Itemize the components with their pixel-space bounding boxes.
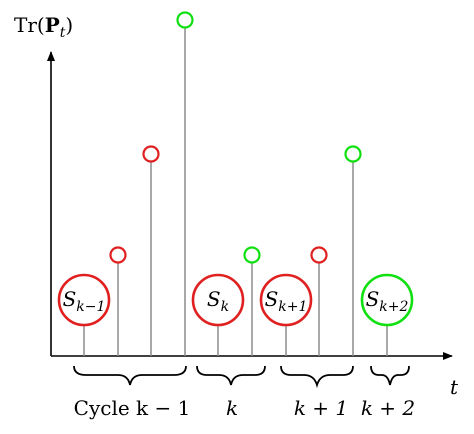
state-label-s-k-1: Sk−1: [63, 287, 106, 315]
y-axis-label: Tr(Pt): [14, 13, 73, 41]
marker-m6: [344, 145, 362, 163]
brace-cycle-k-1: [73, 365, 187, 386]
cycle-label-k-1: Cycle k − 1: [74, 396, 191, 420]
marker-m5: [310, 246, 328, 264]
state-circle-s-k: [191, 273, 245, 327]
brace-cycle-k: [196, 365, 266, 386]
marker-m2: [142, 145, 160, 163]
marker-m3: [176, 11, 194, 29]
brace-cycle-k+1: [280, 365, 354, 389]
marker-m1: [109, 246, 127, 264]
state-label-s-k+1: Sk+1: [265, 287, 308, 315]
state-circle-s-k+2: [360, 273, 414, 327]
state-circle-s-k-1: [57, 273, 111, 327]
state-label-s-k+2: Sk+2: [366, 287, 409, 315]
brace-cycle-k+2: [370, 365, 410, 386]
cycle-label-k+2: k + 2: [361, 396, 415, 420]
cycle-label-k+1: k + 1: [294, 396, 348, 420]
impulse-group: Sk−1 Sk Sk+1 Sk+2: [57, 11, 414, 356]
cycle-label-k: k: [226, 396, 238, 420]
x-axis-label: t: [450, 375, 459, 399]
state-circle-s-k+1: [259, 273, 313, 327]
state-label-s-k: Sk: [207, 287, 229, 315]
marker-m4: [243, 246, 261, 264]
